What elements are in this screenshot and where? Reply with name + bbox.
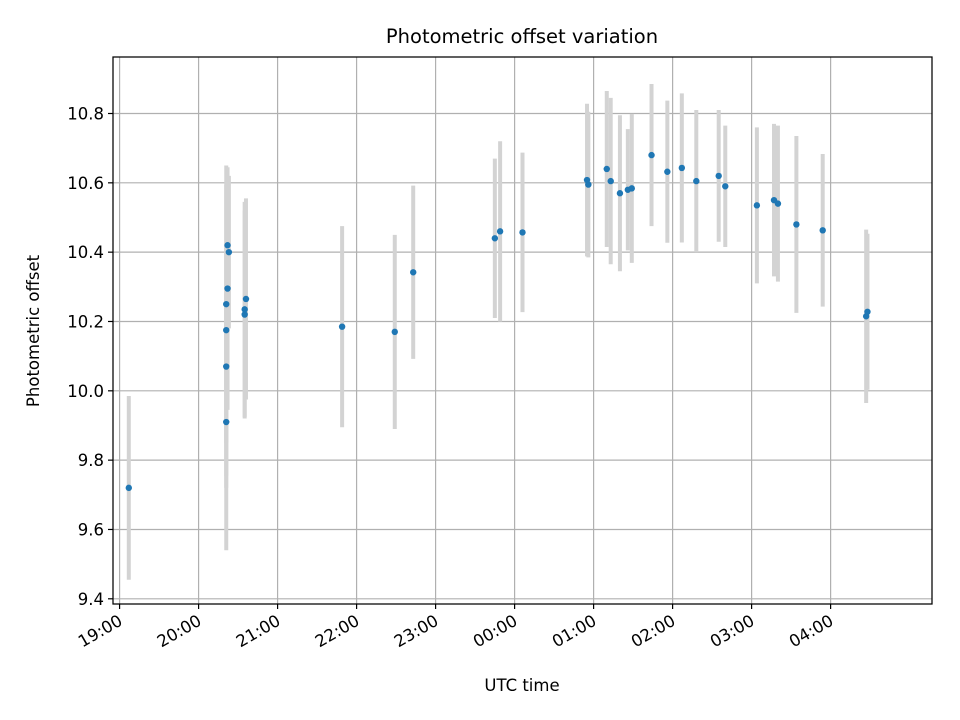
y-tick-label: 10.8: [67, 105, 104, 124]
x-tick-label: 02:00: [628, 611, 679, 651]
data-point: [616, 190, 624, 197]
x-tick-label: 19:00: [75, 611, 126, 651]
data-point: [391, 328, 398, 336]
plot-frame: [112, 56, 933, 605]
x-axis-label: UTC time: [484, 676, 559, 695]
x-tick-label: 01:00: [549, 611, 600, 651]
data-points: [125, 151, 871, 492]
data-point: [338, 323, 346, 330]
x-axis: 19:00 20:00 21:00 22:00 23:00 00:00 01:00 02:00…: [75, 604, 837, 651]
x-tick-label: 00:00: [470, 611, 521, 651]
data-point: [241, 306, 248, 313]
data-point: [519, 229, 526, 236]
data-point: [496, 228, 504, 235]
data-point: [223, 300, 230, 308]
data-point: [648, 151, 655, 159]
data-point: [664, 168, 671, 175]
data-point: [715, 172, 722, 180]
data-point: [410, 269, 417, 276]
y-tick-label: 9.4: [78, 590, 104, 609]
data-point: [693, 177, 700, 185]
data-point: [607, 177, 614, 185]
data-point: [774, 200, 782, 207]
data-point: [224, 242, 231, 249]
data-point: [722, 183, 729, 190]
y-tick-label: 10.2: [67, 312, 104, 331]
data-point: [241, 311, 248, 318]
y-axis: 9.4 9.6 9.8 10.0 10.2 10.4 10.6 10.8: [67, 105, 113, 609]
data-point: [793, 221, 800, 228]
grid: [113, 57, 932, 604]
y-tick-label: 10.6: [67, 174, 104, 193]
x-tick-label: 04:00: [786, 611, 837, 651]
chart-title: Photometric offset variation: [386, 25, 658, 48]
x-tick-label: 23:00: [391, 611, 442, 651]
data-point: [242, 295, 250, 303]
data-point: [585, 181, 592, 188]
data-point: [864, 308, 871, 315]
y-tick-label: 10.4: [67, 243, 104, 262]
x-tick-label: 20:00: [154, 611, 205, 651]
data-point: [603, 165, 610, 173]
y-tick-label: 10.0: [67, 382, 104, 401]
x-tick-label: 21:00: [233, 611, 284, 651]
data-point: [628, 185, 635, 192]
error-bars: [126, 84, 870, 580]
data-point: [678, 164, 686, 172]
data-point: [223, 326, 230, 334]
data-point: [224, 285, 231, 292]
x-tick-label: 22:00: [312, 611, 363, 651]
data-point: [753, 202, 761, 209]
data-point: [125, 484, 133, 492]
x-tick-label: 03:00: [707, 611, 758, 651]
y-axis-label: Photometric offset: [24, 254, 43, 407]
data-point: [225, 248, 233, 256]
data-point: [491, 235, 499, 242]
data-point: [223, 418, 230, 426]
data-point: [223, 363, 230, 370]
y-tick-label: 9.6: [78, 520, 104, 539]
y-tick-label: 9.8: [78, 451, 104, 470]
data-point: [819, 227, 826, 234]
